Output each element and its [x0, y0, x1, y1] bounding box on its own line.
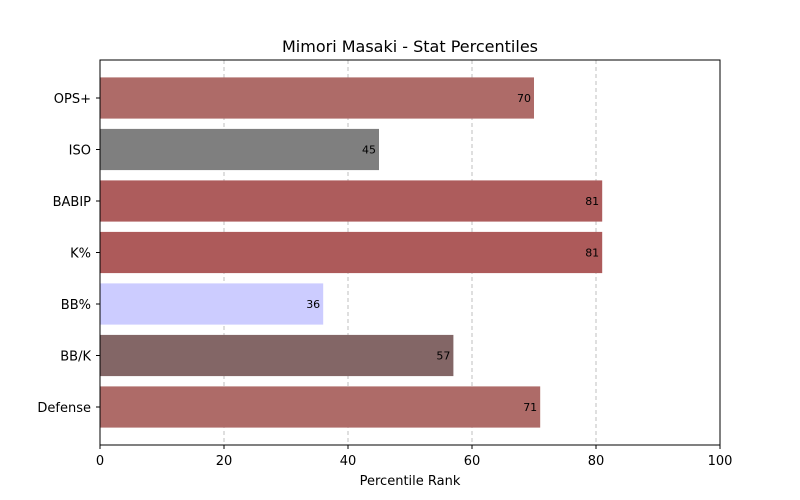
- bars: 70 45 81 81 36 57 71: [100, 77, 603, 428]
- x-axis-label: Percentile Rank: [360, 474, 461, 489]
- bar-bb-k: [100, 334, 454, 377]
- chart-title: Mimori Masaki - Stat Percentiles: [282, 37, 538, 56]
- x-tick-label: 20: [216, 454, 233, 469]
- y-axis: OPS+ ISO BABIP K% BB% BB/K Defense: [37, 92, 100, 416]
- y-tick-label: ISO: [69, 144, 91, 159]
- bar-bb-: [100, 283, 324, 325]
- data-label: 70: [517, 92, 531, 105]
- data-label: 45: [362, 144, 376, 157]
- bar-k-: [100, 231, 603, 274]
- data-label: 81: [585, 247, 599, 260]
- bar-ops-: [100, 77, 534, 119]
- x-tick-label: 80: [588, 454, 605, 469]
- y-tick-label: OPS+: [54, 92, 91, 107]
- y-tick-label: Defense: [37, 401, 91, 416]
- data-label: 57: [436, 350, 450, 363]
- x-tick-label: 40: [340, 454, 357, 469]
- bar-defense: [100, 386, 541, 428]
- data-label: 71: [523, 401, 537, 414]
- bar-iso: [100, 128, 379, 171]
- y-tick-label: BB/K: [60, 350, 91, 365]
- x-axis: 0 20 40 60 80 100: [96, 445, 733, 469]
- x-tick-label: 0: [96, 454, 104, 469]
- x-tick-label: 60: [464, 454, 481, 469]
- x-tick-label: 100: [708, 454, 733, 469]
- y-tick-label: K%: [70, 247, 91, 262]
- y-tick-label: BB%: [61, 298, 91, 313]
- bar-babip: [100, 180, 603, 222]
- data-label: 36: [306, 298, 320, 311]
- y-tick-label: BABIP: [53, 195, 92, 210]
- data-label: 81: [585, 195, 599, 208]
